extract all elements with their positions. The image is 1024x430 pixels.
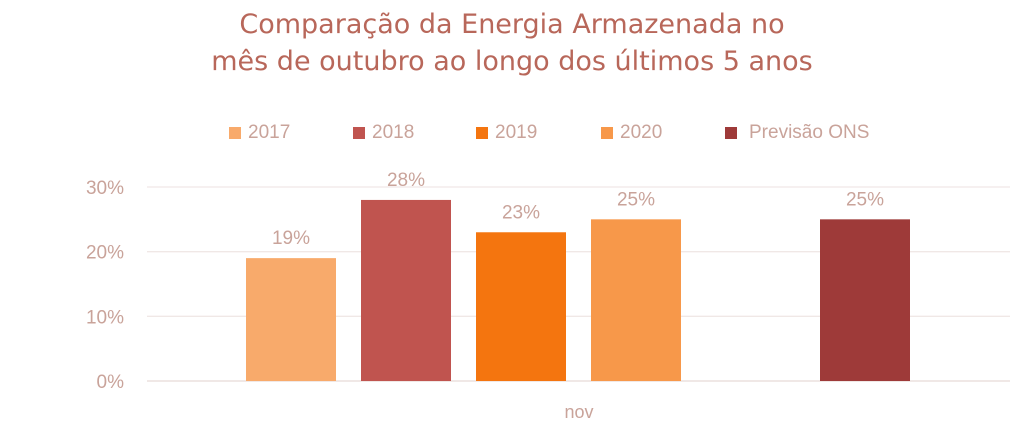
legend-label-2018: 2018 bbox=[372, 122, 415, 143]
legend-label-2020: 2020 bbox=[620, 122, 663, 143]
legend-item-2018: 2018 bbox=[353, 122, 414, 144]
y-tick-label: 30% bbox=[86, 178, 124, 199]
chart-title: Comparação da Energia Armazenada no mês … bbox=[0, 6, 1024, 80]
legend-swatch-previsao-ons bbox=[725, 127, 737, 139]
legend-label-previsao-ons: Previsão ONS bbox=[749, 122, 870, 143]
data-label: 28% bbox=[387, 170, 425, 191]
legend-label-2019: 2019 bbox=[495, 122, 538, 143]
data-label: 25% bbox=[846, 189, 884, 210]
bar-2017 bbox=[246, 258, 336, 381]
data-label: 19% bbox=[272, 228, 310, 249]
y-tick-label: 10% bbox=[86, 307, 124, 328]
bar-2019 bbox=[476, 232, 566, 381]
bar-2020 bbox=[591, 219, 681, 381]
legend-swatch-2020 bbox=[601, 127, 613, 139]
legend-item-2017: 2017 bbox=[229, 122, 290, 144]
chart-title-line-2: mês de outubro ao longo dos últimos 5 an… bbox=[211, 46, 813, 77]
legend-swatch-2019 bbox=[476, 127, 488, 139]
chart-title-line-1: Comparação da Energia Armazenada no bbox=[239, 9, 785, 40]
x-tick-label: nov bbox=[564, 402, 593, 422]
y-tick-label: 0% bbox=[97, 372, 125, 393]
data-label: 25% bbox=[617, 189, 655, 210]
data-label: 23% bbox=[502, 202, 540, 223]
y-tick-label: 20% bbox=[86, 243, 124, 264]
legend: 2017 2018 2019 2020 Previsão ONS bbox=[0, 122, 1024, 148]
legend-swatch-2018 bbox=[353, 127, 365, 139]
legend-item-2019: 2019 bbox=[476, 122, 537, 144]
legend-item-2020: 2020 bbox=[601, 122, 662, 144]
legend-item-previsao-ons: Previsão ONS bbox=[725, 122, 869, 144]
legend-swatch-2017 bbox=[229, 127, 241, 139]
bar-previs-o-ons bbox=[820, 219, 910, 381]
legend-label-2017: 2017 bbox=[248, 122, 291, 143]
bar-2018 bbox=[361, 199, 451, 381]
